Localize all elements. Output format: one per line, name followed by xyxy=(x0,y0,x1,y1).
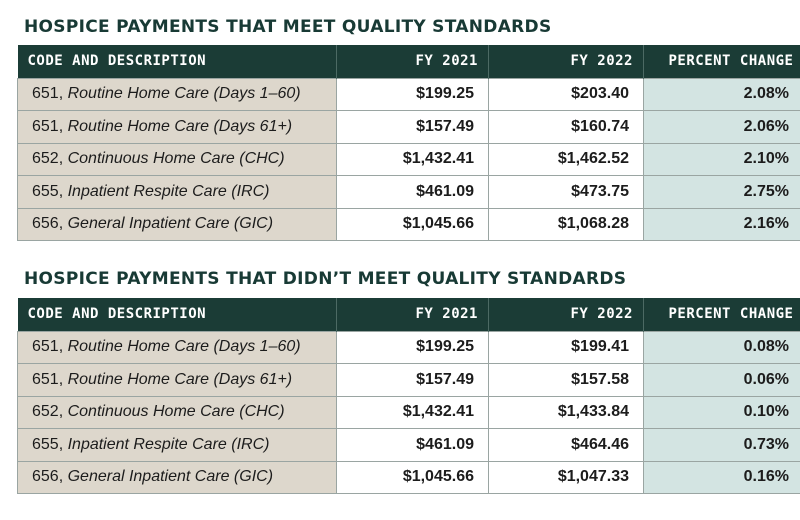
fy2021-cell: $1,432.41 xyxy=(336,395,489,429)
fy2021-cell: $461.09 xyxy=(336,175,489,209)
code-description-cell: 651, Routine Home Care (Days 61+) xyxy=(17,363,337,397)
table-row: 651, Routine Home Care (Days 1–60) $199.2… xyxy=(17,330,800,364)
care-description: Continuous Home Care (CHC) xyxy=(67,403,285,421)
code-number: 651, xyxy=(32,117,68,135)
care-description: Inpatient Respite Care (IRC) xyxy=(67,182,270,200)
care-description: General Inpatient Care (GIC) xyxy=(67,215,274,233)
fy2021-cell: $1,045.66 xyxy=(336,207,489,241)
code-number: 652, xyxy=(32,150,68,168)
fy2021-cell: $157.49 xyxy=(336,110,489,144)
payments-meet-standards-table: CODE AND DESCRIPTION FY 2021 FY 2022 PER… xyxy=(17,45,800,241)
code-number: 651, xyxy=(32,338,68,356)
fy2022-cell: $199.41 xyxy=(488,330,644,364)
percent-change-cell: 0.16% xyxy=(643,460,800,494)
column-header-percent-change: PERCENT CHANGE xyxy=(643,45,800,78)
table-row: 656, General Inpatient Care (GIC) $1,045.… xyxy=(17,207,800,241)
column-header-percent-change: PERCENT CHANGE xyxy=(643,298,800,331)
percent-change-cell: 0.08% xyxy=(643,330,800,364)
code-description-cell: 655, Inpatient Respite Care (IRC) xyxy=(17,175,337,209)
payments-didnt-meet-standards-table: CODE AND DESCRIPTION FY 2021 FY 2022 PER… xyxy=(17,298,800,494)
percent-change-cell: 2.10% xyxy=(643,142,800,176)
fy2022-cell: $1,462.52 xyxy=(488,142,644,176)
fy2022-cell: $1,047.33 xyxy=(488,460,644,494)
percent-change-cell: 0.06% xyxy=(643,363,800,397)
table-title-didnt-meet-standards: HOSPICE PAYMENTS THAT DIDN’T MEET QUALIT… xyxy=(24,269,627,289)
column-header-fy2022: FY 2022 xyxy=(488,298,644,331)
column-header-code-description: CODE AND DESCRIPTION xyxy=(17,298,337,331)
code-description-cell: 651, Routine Home Care (Days 1–60) xyxy=(17,330,337,364)
table-row: 656, General Inpatient Care (GIC) $1,045.… xyxy=(17,460,800,494)
fy2022-cell: $1,068.28 xyxy=(488,207,644,241)
code-description-cell: 652, Continuous Home Care (CHC) xyxy=(17,395,337,429)
code-description-cell: 651, Routine Home Care (Days 1–60) xyxy=(17,77,337,111)
fy2021-cell: $199.25 xyxy=(336,77,489,111)
table-row: 651, Routine Home Care (Days 61+) $157.49… xyxy=(17,110,800,144)
code-number: 656, xyxy=(32,468,68,486)
table-header-row: CODE AND DESCRIPTION FY 2021 FY 2022 PER… xyxy=(17,45,800,78)
table-row: 651, Routine Home Care (Days 61+) $157.49… xyxy=(17,363,800,397)
fy2021-cell: $199.25 xyxy=(336,330,489,364)
column-header-fy2021: FY 2021 xyxy=(336,298,489,331)
care-description: Routine Home Care (Days 1–60) xyxy=(67,338,301,356)
care-description: Routine Home Care (Days 61+) xyxy=(67,370,293,388)
fy2021-cell: $461.09 xyxy=(336,428,489,462)
percent-change-cell: 2.08% xyxy=(643,77,800,111)
code-description-cell: 656, General Inpatient Care (GIC) xyxy=(17,207,337,241)
code-number: 655, xyxy=(32,182,68,200)
column-header-code-description: CODE AND DESCRIPTION xyxy=(17,45,337,78)
table-row: 655, Inpatient Respite Care (IRC) $461.09… xyxy=(17,428,800,462)
column-header-fy2022: FY 2022 xyxy=(488,45,644,78)
table-row: 655, Inpatient Respite Care (IRC) $461.09… xyxy=(17,175,800,209)
fy2022-cell: $1,433.84 xyxy=(488,395,644,429)
code-number: 651, xyxy=(32,370,68,388)
table-row: 652, Continuous Home Care (CHC) $1,432.41… xyxy=(17,142,800,176)
code-number: 651, xyxy=(32,85,68,103)
code-description-cell: 656, General Inpatient Care (GIC) xyxy=(17,460,337,494)
table-title-meet-standards: HOSPICE PAYMENTS THAT MEET QUALITY STAND… xyxy=(24,17,552,37)
code-description-cell: 655, Inpatient Respite Care (IRC) xyxy=(17,428,337,462)
care-description: Routine Home Care (Days 61+) xyxy=(67,117,293,135)
care-description: General Inpatient Care (GIC) xyxy=(67,468,274,486)
code-number: 652, xyxy=(32,403,68,421)
column-header-fy2021: FY 2021 xyxy=(336,45,489,78)
fy2022-cell: $160.74 xyxy=(488,110,644,144)
table-row: 651, Routine Home Care (Days 1–60) $199.2… xyxy=(17,77,800,111)
fy2022-cell: $473.75 xyxy=(488,175,644,209)
fy2021-cell: $1,045.66 xyxy=(336,460,489,494)
fy2021-cell: $157.49 xyxy=(336,363,489,397)
percent-change-cell: 2.75% xyxy=(643,175,800,209)
care-description: Routine Home Care (Days 1–60) xyxy=(67,85,301,103)
code-description-cell: 651, Routine Home Care (Days 61+) xyxy=(17,110,337,144)
fy2022-cell: $464.46 xyxy=(488,428,644,462)
fy2022-cell: $203.40 xyxy=(488,77,644,111)
table-header-row: CODE AND DESCRIPTION FY 2021 FY 2022 PER… xyxy=(17,298,800,331)
table-row: 652, Continuous Home Care (CHC) $1,432.41… xyxy=(17,395,800,429)
percent-change-cell: 2.06% xyxy=(643,110,800,144)
care-description: Inpatient Respite Care (IRC) xyxy=(67,435,270,453)
code-description-cell: 652, Continuous Home Care (CHC) xyxy=(17,142,337,176)
percent-change-cell: 2.16% xyxy=(643,207,800,241)
fy2022-cell: $157.58 xyxy=(488,363,644,397)
percent-change-cell: 0.10% xyxy=(643,395,800,429)
percent-change-cell: 0.73% xyxy=(643,428,800,462)
code-number: 655, xyxy=(32,435,68,453)
fy2021-cell: $1,432.41 xyxy=(336,142,489,176)
care-description: Continuous Home Care (CHC) xyxy=(67,150,285,168)
code-number: 656, xyxy=(32,215,68,233)
